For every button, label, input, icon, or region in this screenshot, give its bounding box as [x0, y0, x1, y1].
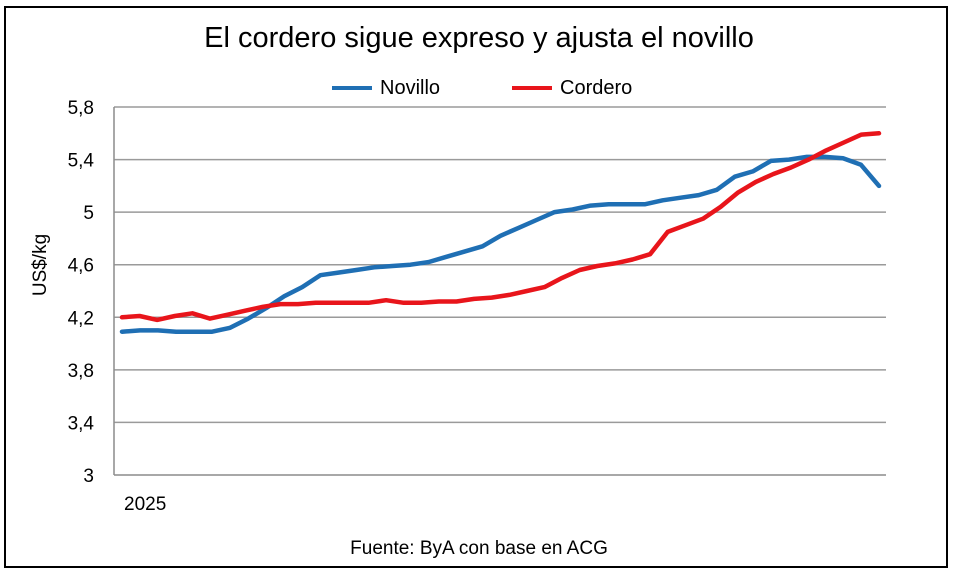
series-lines — [119, 131, 882, 334]
y-tick-label: 5,8 — [68, 98, 94, 119]
gridlines — [113, 106, 886, 476]
y-tick-label: 4,6 — [68, 256, 94, 277]
y-tick-label: 3 — [83, 466, 94, 487]
y-axis-title: US$/kg — [30, 234, 51, 296]
legend-swatch-novillo — [332, 86, 372, 90]
y-tick-label: 3,8 — [68, 361, 94, 382]
legend-item-novillo: Novillo — [332, 76, 440, 100]
legend: Novillo Cordero — [0, 76, 958, 100]
y-tick-label: 5,4 — [68, 151, 95, 172]
legend-label-novillo: Novillo — [380, 76, 441, 99]
series-line-novillo — [119, 154, 882, 334]
legend-label-cordero: Cordero — [560, 76, 633, 99]
legend-swatch-cordero — [512, 86, 552, 90]
y-tick-labels: 3 3,4 3,8 4,2 4,6 5 5,4 5,8 — [68, 98, 95, 487]
x-tick-label: 2025 — [124, 494, 166, 515]
source-note: Fuente: ByA con base en ACG — [350, 538, 608, 559]
series-line-cordero — [119, 131, 882, 323]
y-tick-label: 4,2 — [68, 308, 94, 329]
y-tick-label: 3,4 — [68, 413, 95, 434]
legend-item-cordero: Cordero — [512, 76, 632, 100]
y-tick-label: 5 — [83, 203, 94, 224]
chart-title: El cordero sigue expreso y ajusta el nov… — [204, 22, 754, 54]
